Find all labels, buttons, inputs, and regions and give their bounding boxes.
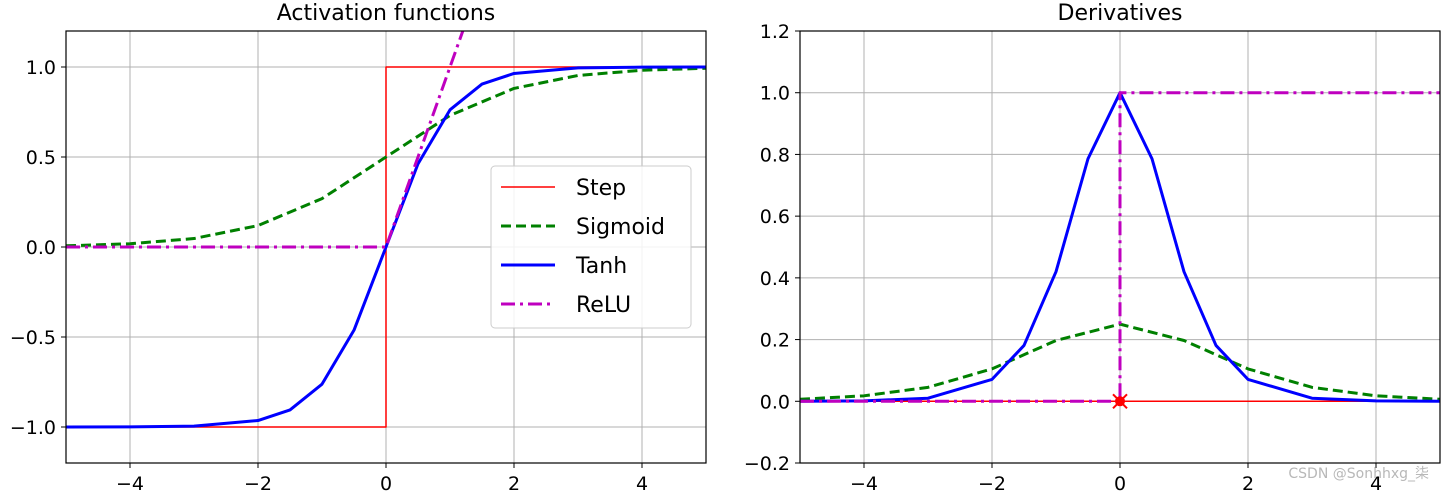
x-tick-label: 4 xyxy=(1370,473,1382,493)
series-relu-line xyxy=(800,91,1440,403)
y-tick-label: 0.5 xyxy=(26,147,56,169)
y-tick-label: 0.0 xyxy=(26,237,56,259)
chart-title: Activation functions xyxy=(277,1,495,26)
y-tick-label: 1.0 xyxy=(760,83,790,105)
watermark: CSDN @Sonhhxg_柒 xyxy=(1288,466,1429,482)
x-tick-label: 2 xyxy=(508,473,520,493)
x-tick-label: 0 xyxy=(1114,473,1126,493)
x-tick-label: −4 xyxy=(850,473,878,493)
x-tick-label: −2 xyxy=(978,473,1006,493)
x-tick-label: 0 xyxy=(380,473,392,493)
legend-box xyxy=(490,165,692,329)
x-tick-label: −2 xyxy=(244,473,272,493)
y-tick-label: −0.2 xyxy=(744,453,790,475)
x-tick-label: 2 xyxy=(1242,473,1254,493)
y-tick-label: 1.2 xyxy=(760,21,790,43)
chart-2: −4 −2 0 2 4 −0.2 0.0 0.2 0.4 0.6 0.8 1.0 1.2 Derivati… xyxy=(744,1,1441,493)
series-sigmoid-line xyxy=(66,66,706,248)
series-relu-line xyxy=(66,31,465,249)
series-relu-marker xyxy=(1115,396,1125,407)
y-tick-label: 0.8 xyxy=(760,144,790,166)
series-tanh-line xyxy=(66,65,706,429)
series-group xyxy=(66,31,706,429)
y-tick-label: 0.0 xyxy=(760,391,790,413)
legend: Step Sigmoid Tanh ReLU xyxy=(490,165,692,329)
y-tick-label: 0.2 xyxy=(760,330,790,352)
x-tick-label: −4 xyxy=(116,473,144,493)
x-tick-label: 4 xyxy=(636,473,648,493)
y-tick-label: −0.5 xyxy=(10,327,56,349)
legend-label-step: Step xyxy=(576,176,626,201)
legend-label-tanh: Tanh xyxy=(575,254,627,279)
legend-label-relu: ReLU xyxy=(576,293,631,318)
chart-1: −4 −2 0 2 4 −1.0 −0.5 0.0 0.5 1.0 Activation funct… xyxy=(10,1,707,493)
legend-label-sigmoid: Sigmoid xyxy=(576,215,665,240)
chart-title: Derivatives xyxy=(1058,1,1183,26)
y-tick-label: 1.0 xyxy=(26,57,56,79)
y-tick-label: 0.4 xyxy=(760,268,790,290)
y-tick-label: −1.0 xyxy=(10,417,56,439)
y-tick-label: 0.6 xyxy=(760,206,790,228)
